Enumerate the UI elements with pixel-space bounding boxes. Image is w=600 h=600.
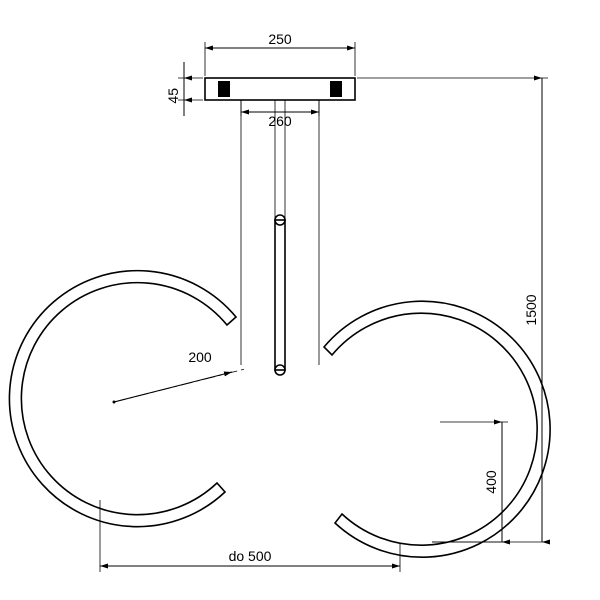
dim-ring-radius: 200 (114, 349, 232, 402)
ceiling-mount (205, 78, 355, 100)
dim-rod-spacing-label: 260 (268, 113, 292, 129)
technical-drawing: 250 45 260 200 do 500 1500 (0, 0, 600, 600)
left-ring (9, 271, 236, 527)
dim-rod-spacing: 260 (241, 100, 319, 129)
dim-mount-height-label: 45 (165, 88, 181, 104)
dim-ring-height-label: 400 (483, 470, 499, 494)
dim-mount-width: 250 (205, 31, 355, 76)
dim-overall-width-label: do 500 (229, 548, 272, 564)
dim-mount-width-label: 250 (268, 31, 292, 47)
right-ring (324, 301, 550, 557)
suspension-rods (241, 100, 319, 375)
dim-ring-radius-label: 200 (188, 349, 212, 365)
dim-overall-height: 1500 (357, 78, 548, 542)
dim-overall-width: do 500 (100, 500, 400, 572)
dim-mount-height: 45 (165, 62, 203, 116)
dim-ring-height: 400 (432, 422, 508, 542)
dim-overall-height-label: 1500 (523, 294, 539, 325)
